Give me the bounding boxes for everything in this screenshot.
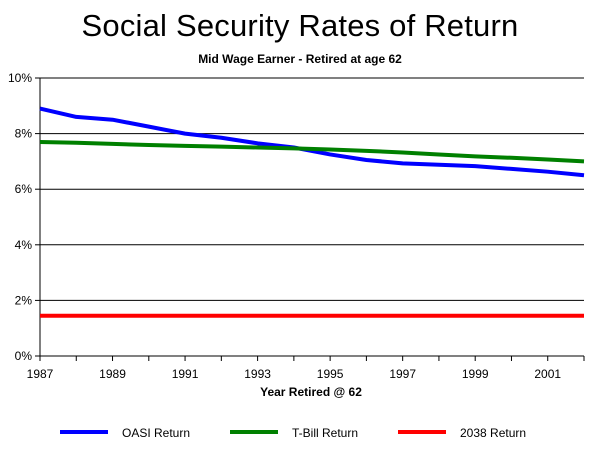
series-line-oasi-return (39, 106, 585, 178)
x-tick-label: 1989 (99, 367, 126, 381)
series-line-t-bill-return (39, 139, 585, 164)
x-tick-label: 1993 (244, 367, 271, 381)
axes (35, 77, 585, 361)
legend-label: 2038 Return (460, 426, 526, 440)
legend-label: T-Bill Return (292, 426, 358, 440)
x-tick-label: 1987 (27, 367, 54, 381)
gridlines (40, 77, 584, 301)
x-axis-title: Year Retired @ 62 (260, 385, 362, 399)
y-tick-label: 6% (15, 182, 33, 196)
legend: OASI Return T-Bill Return 2038 Return (60, 426, 526, 440)
legend-label: OASI Return (122, 426, 190, 440)
chart-subtitle: Mid Wage Earner - Retired at age 62 (198, 52, 402, 66)
y-tick-label: 4% (15, 238, 33, 252)
y-tick-label: 8% (15, 127, 33, 141)
y-tick-label: 0% (15, 349, 33, 363)
x-tick-label: 1999 (462, 367, 489, 381)
tick-labels: 0% 2% 4% 6% 8% 10% 1987 1989 1991 1993 1995 1997 199… (8, 71, 561, 381)
chart-title: Social Security Rates of Return (81, 8, 519, 43)
x-tick-label: 1997 (389, 367, 416, 381)
x-tick-label: 1991 (172, 367, 199, 381)
y-tick-label: 2% (15, 293, 33, 307)
x-tick-label: 2001 (534, 367, 561, 381)
x-tick-label: 1995 (317, 367, 344, 381)
series-lines (39, 106, 585, 318)
y-tick-label: 10% (8, 71, 32, 85)
